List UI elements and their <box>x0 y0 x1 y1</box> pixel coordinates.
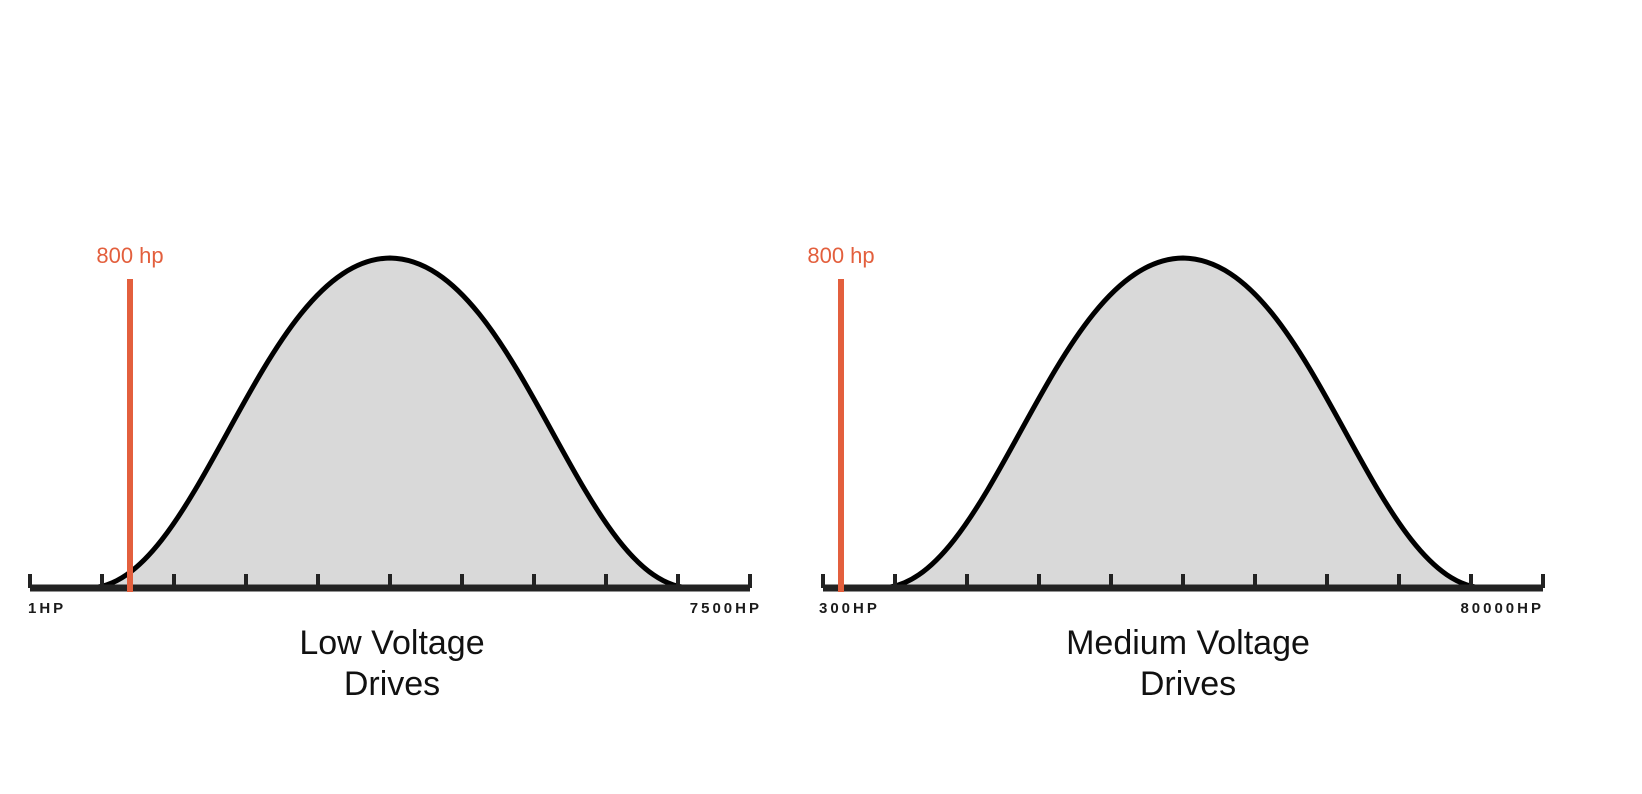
distribution-curve <box>85 255 695 591</box>
marker-label: 800 hp <box>807 243 874 268</box>
axis <box>821 574 1545 592</box>
axis-max-label: 7500HP <box>690 600 762 617</box>
panel-low-voltage: 800 hp 1HP 7500HP Low Voltage Drives <box>28 243 762 703</box>
caption-line-2: Drives <box>344 665 440 703</box>
distribution-curve <box>877 255 1489 591</box>
marker-label: 800 hp <box>96 243 163 268</box>
axis-min-label: 300HP <box>819 600 880 617</box>
caption-line-1: Medium Voltage <box>1066 624 1310 662</box>
axis <box>28 574 752 592</box>
axis-min-label: 1HP <box>28 600 66 617</box>
panel-medium-voltage: 800 hp 300HP 80000HP Medium Voltage Driv… <box>807 243 1545 703</box>
caption-line-2: Drives <box>1140 665 1236 703</box>
caption-line-1: Low Voltage <box>299 624 484 662</box>
axis-max-label: 80000HP <box>1460 600 1544 617</box>
